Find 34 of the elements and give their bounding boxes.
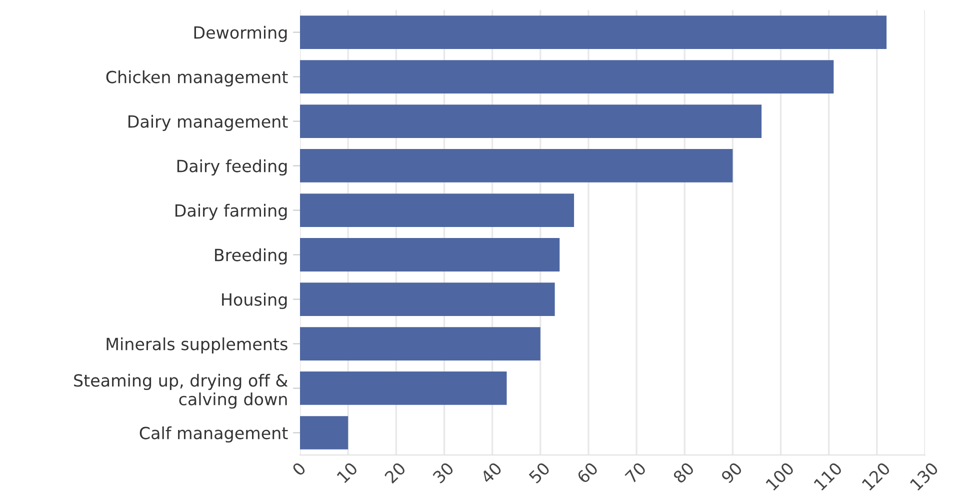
bar bbox=[300, 104, 762, 138]
bar bbox=[300, 327, 540, 360]
y-tick-label: Chicken management bbox=[106, 70, 288, 87]
y-tick-label: Minerals supplements bbox=[106, 337, 288, 354]
x-tick-label: 90 bbox=[720, 462, 743, 484]
y-tick-label: Dairy farming bbox=[175, 204, 287, 220]
bar bbox=[300, 194, 574, 227]
bar bbox=[300, 372, 507, 405]
x-tick-label: 30 bbox=[432, 462, 454, 484]
x-tick-label: 70 bbox=[624, 462, 647, 484]
x-tick-label: 100 bbox=[765, 462, 795, 491]
y-tick-label: Dairy feeding bbox=[177, 159, 287, 176]
x-tick-label: 110 bbox=[813, 462, 843, 491]
y-tick-label: Housing bbox=[222, 292, 287, 310]
x-tick-label: 50 bbox=[528, 462, 551, 484]
bar bbox=[300, 238, 560, 272]
x-tick-label: 20 bbox=[384, 462, 406, 484]
x-tick-label: 10 bbox=[336, 462, 358, 484]
x-tick-label: 130 bbox=[910, 462, 939, 491]
bar bbox=[300, 16, 887, 49]
x-tick-label: 0 bbox=[292, 462, 306, 476]
x-tick-label: 40 bbox=[480, 462, 502, 484]
bar bbox=[300, 416, 348, 450]
x-tick-label: 60 bbox=[576, 462, 599, 484]
bar bbox=[300, 149, 733, 182]
x-tick-label: 80 bbox=[672, 462, 695, 484]
x-tick-label: 120 bbox=[861, 462, 891, 491]
y-tick-label: Dairy management bbox=[128, 114, 288, 132]
y-tick-label: Deworming bbox=[194, 26, 287, 42]
y-tick-label: Breeding bbox=[215, 248, 287, 265]
bar bbox=[300, 60, 834, 94]
bar bbox=[300, 282, 555, 316]
y-tick-label: Steaming up, drying off & calving down bbox=[74, 374, 288, 409]
y-tick-label: Calf management bbox=[140, 426, 288, 443]
